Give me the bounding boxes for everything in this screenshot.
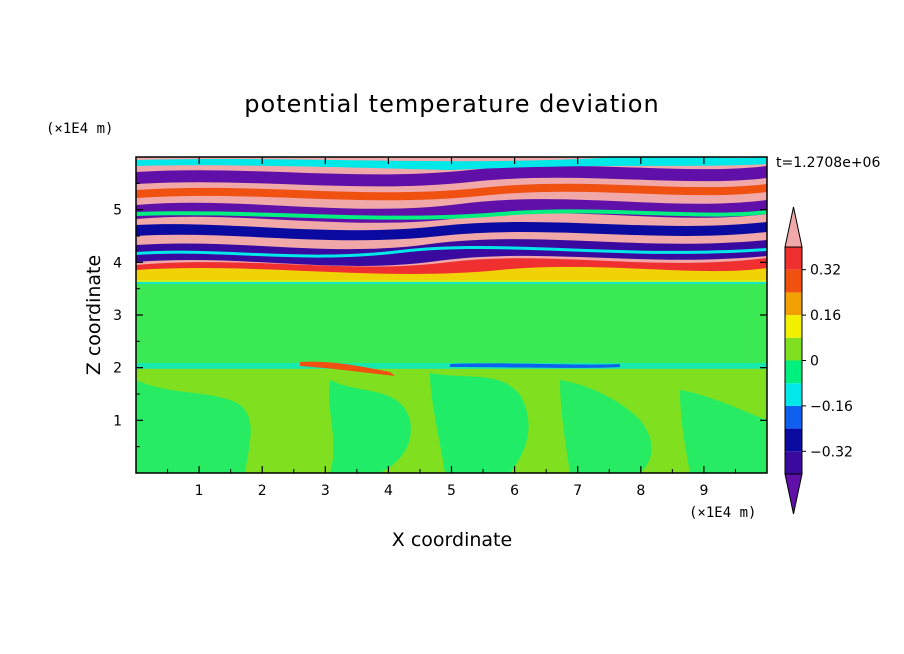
x-tick-label: 2: [258, 483, 267, 499]
x-tick-label: 1: [195, 483, 204, 499]
y-tick-label: 5: [113, 203, 122, 219]
x-unit-label: (×1E4 m): [689, 505, 756, 521]
y-tick-label: 1: [113, 413, 122, 429]
colorbar-segment: [785, 292, 802, 316]
colorbar-tick-label: 0.16: [810, 308, 841, 324]
colorbar-segment: [785, 405, 802, 429]
x-tick-label: 5: [447, 483, 456, 499]
time-label: t=1.2708e+06: [776, 155, 880, 171]
x-tick-label: 6: [510, 483, 519, 499]
colorbar-segment: [785, 360, 802, 384]
colorbar-segment: [785, 428, 802, 452]
colorbar-segment: [785, 247, 802, 270]
x-ticks: 1 2 3 4 5 6 7 8 9: [167, 157, 736, 499]
y-axis-label: Z coordinate: [83, 255, 105, 375]
x-tick-label: 9: [699, 483, 708, 499]
y-unit-label: (×1E4 m): [46, 121, 113, 137]
x-axis-label: X coordinate: [392, 529, 512, 551]
colorbar-extend-high: [784, 206, 803, 248]
x-tick-label: 4: [384, 483, 393, 499]
colorbar-segment: [785, 383, 802, 406]
contour-field: [136, 157, 767, 473]
colorbar-tick-label: 0: [810, 354, 819, 370]
x-tick-label: 8: [636, 483, 645, 499]
colorbar-segment: [785, 269, 802, 293]
x-tick-label: 7: [573, 483, 582, 499]
y-tick-label: 4: [113, 255, 122, 271]
chart-title: potential temperature deviation: [244, 90, 659, 118]
y-tick-label: 2: [113, 361, 122, 377]
x-tick-label: 3: [321, 483, 330, 499]
colorbar-segment: [785, 451, 802, 474]
colorbar-tick-label: −0.16: [810, 399, 853, 415]
y-ticks: 1 2 3 4 5: [113, 182, 767, 448]
colorbar-tick-label: −0.32: [810, 444, 853, 460]
colorbar-segment: [785, 337, 802, 361]
colorbar: 0.32 0.16 0 −0.16 −0.32: [784, 206, 853, 515]
colorbar-extend-low: [784, 473, 803, 515]
colorbar-segment: [785, 315, 802, 338]
colorbar-tick-label: 0.32: [810, 263, 841, 279]
y-tick-label: 3: [113, 308, 122, 324]
